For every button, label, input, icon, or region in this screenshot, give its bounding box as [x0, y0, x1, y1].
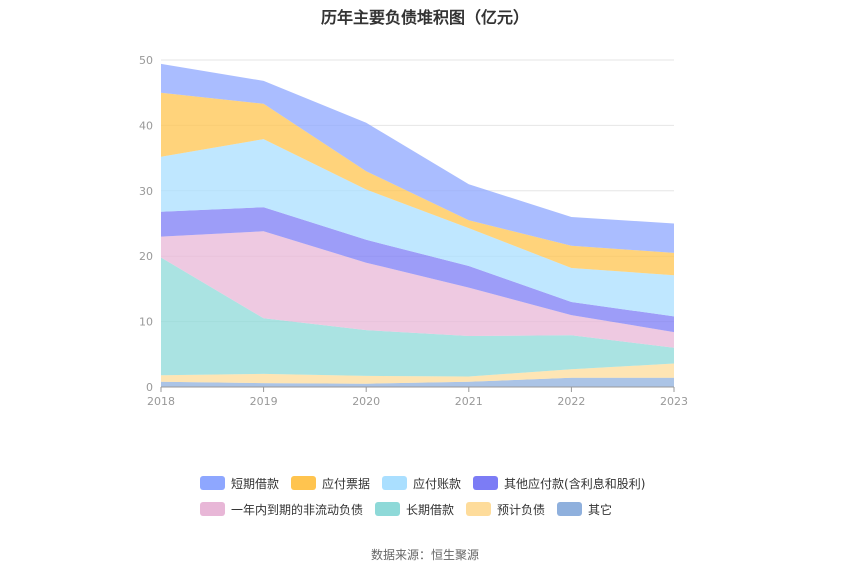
legend-item[interactable]: 应付票据 — [291, 475, 370, 492]
axis-layer: 0 10 20 30 40 50 2018 2019 2020 2021 2022 2023 — [139, 54, 688, 408]
chart-title: 历年主要负债堆积图（亿元） — [320, 8, 529, 27]
x-tick-label: 2018 — [147, 395, 175, 408]
stacked-area-chart: 0 10 20 30 40 50 2018 2019 2020 2021 2022 2023 — [139, 54, 688, 408]
legend-item[interactable]: 其它 — [557, 501, 612, 518]
y-tick-label: 0 — [146, 381, 153, 394]
legend-swatch — [291, 476, 317, 490]
legend-swatch — [473, 476, 499, 490]
legend-row: 一年内到期的非流动负债 长期借款 预计负债 其它 — [200, 496, 680, 522]
area-series-5 — [161, 139, 674, 317]
x-tick-label: 2021 — [455, 395, 483, 408]
legend: 短期借款 应付票据 应付账款 其他应付款(含利息和股利) 一年内到期的非流动负债 长期借款… — [200, 470, 680, 522]
x-tick-label: 2019 — [250, 395, 278, 408]
legend-item[interactable]: 短期借款 — [200, 475, 279, 492]
area-series-0 — [161, 377, 674, 387]
area-series-1 — [161, 363, 674, 384]
legend-label: 其他应付款(含利息和股利) — [504, 476, 646, 491]
area-series-4 — [161, 207, 674, 333]
legend-swatch — [200, 502, 225, 516]
x-tick-label: 2020 — [352, 395, 380, 408]
source-note: 数据来源：恒生聚源 — [370, 548, 479, 562]
area-series-2 — [161, 257, 674, 377]
legend-label: 长期借款 — [406, 502, 455, 517]
legend-label: 一年内到期的非流动负债 — [231, 502, 364, 517]
legend-swatch — [382, 476, 408, 490]
legend-item[interactable]: 一年内到期的非流动负债 — [200, 501, 363, 518]
area-series-6 — [161, 92, 674, 276]
legend-swatch — [375, 502, 401, 516]
area-series-7 — [161, 63, 674, 253]
legend-label: 其它 — [588, 502, 613, 517]
legend-label: 应付票据 — [322, 476, 371, 491]
legend-row: 短期借款 应付票据 应付账款 其他应付款(含利息和股利) — [200, 470, 680, 496]
legend-item[interactable]: 应付账款 — [382, 475, 461, 492]
legend-swatch — [200, 476, 225, 490]
y-tick-label: 10 — [139, 316, 153, 329]
legend-label: 预计负债 — [497, 502, 546, 517]
y-tick-label: 20 — [139, 250, 153, 263]
x-tick-label: 2022 — [557, 395, 585, 408]
legend-swatch — [466, 502, 492, 516]
y-tick-label: 40 — [139, 119, 153, 132]
legend-label: 短期借款 — [231, 476, 280, 491]
legend-item[interactable]: 预计负债 — [466, 501, 545, 518]
area-series-3 — [161, 231, 674, 348]
y-tick-label: 30 — [139, 185, 153, 198]
legend-item[interactable]: 长期借款 — [375, 501, 454, 518]
y-tick-label: 50 — [139, 54, 153, 67]
legend-item[interactable]: 其他应付款(含利息和股利) — [473, 475, 645, 492]
legend-swatch — [557, 502, 583, 516]
area-layer — [161, 63, 674, 387]
x-tick-label: 2023 — [660, 395, 688, 408]
legend-label: 应付账款 — [413, 476, 462, 491]
